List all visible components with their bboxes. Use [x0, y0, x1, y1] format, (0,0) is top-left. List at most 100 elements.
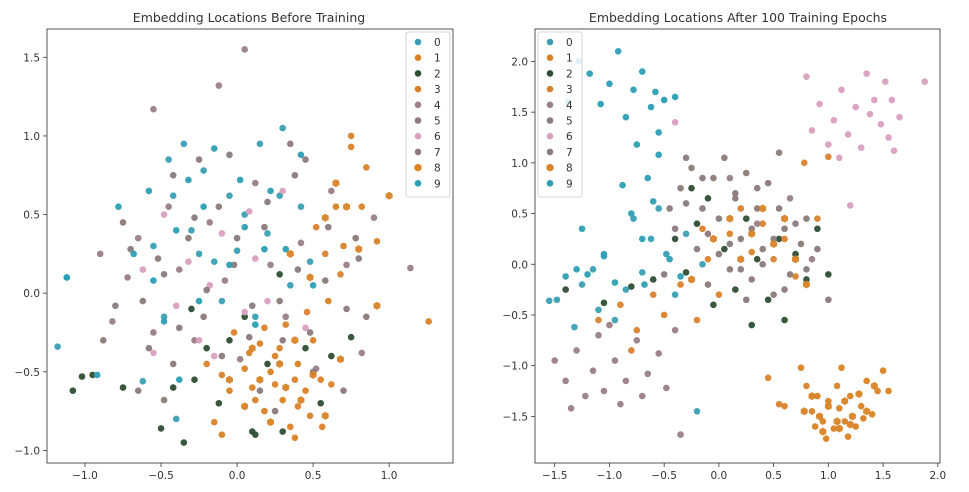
scatter-point-series-2	[252, 431, 259, 438]
scatter-point-series-9	[309, 282, 317, 289]
legend-label: 4	[566, 100, 573, 112]
scatter-point-series-4	[551, 357, 559, 364]
scatter-point-series-8	[297, 396, 305, 405]
scatter-point-series-5	[215, 203, 223, 210]
scatter-point-series-0	[553, 296, 561, 304]
scatter-point-series-3	[358, 203, 366, 210]
scatter-point-series-1	[808, 407, 816, 415]
legend-label: 7	[434, 147, 441, 159]
scatter-point-series-1	[830, 425, 838, 432]
scatter-point-series-8	[226, 375, 233, 384]
scatter-point-series-4	[206, 219, 214, 226]
scatter-point-series-6	[195, 337, 203, 344]
scatter-point-series-4	[753, 220, 761, 227]
scatter-point-series-2	[693, 220, 701, 227]
scatter-point-series-4	[786, 195, 794, 202]
scatter-point-series-5	[340, 387, 347, 394]
scatter-point-series-0	[150, 242, 157, 250]
scatter-point-series-3	[230, 329, 238, 336]
scatter-point-series-9	[93, 371, 101, 379]
scatter-point-series-6	[888, 96, 896, 104]
legend-marker	[546, 163, 554, 172]
x-tick-label: −0.5	[148, 470, 174, 482]
y-tick-label: −1.0	[15, 445, 41, 457]
scatter-point-series-6	[866, 110, 874, 118]
scatter-point-series-2	[748, 321, 756, 329]
scatter-point-series-1	[347, 132, 355, 140]
scatter-point-series-4	[617, 400, 624, 408]
scatter-point-series-8	[737, 255, 745, 264]
left-scatter-plot: Embedding Locations Before Training −1.0…	[15, 10, 454, 482]
scatter-point-series-9	[195, 297, 203, 305]
scatter-point-series-3	[660, 311, 668, 319]
y-tick-label: 1.0	[511, 158, 528, 170]
scatter-point-series-9	[172, 226, 180, 234]
scatter-point-series-7	[748, 225, 756, 233]
scatter-point-series-4	[663, 384, 670, 392]
scatter-point-series-8	[267, 418, 274, 427]
scatter-point-series-7	[191, 214, 198, 221]
legend-label: 0	[566, 37, 573, 49]
legend-label: 9	[566, 178, 573, 190]
scatter-point-series-6	[852, 103, 860, 111]
scatter-point-series-8	[819, 427, 827, 436]
x-tick-label: 0.5	[765, 470, 782, 482]
scatter-point-series-2	[119, 384, 127, 391]
legend-marker	[546, 101, 554, 109]
scatter-point-series-8	[726, 214, 734, 223]
scatter-point-series-3	[764, 374, 772, 382]
scatter-point-series-5	[195, 156, 203, 163]
scatter-point-series-1	[248, 384, 256, 391]
legend-label: 2	[566, 68, 573, 80]
scatter-point-series-9	[573, 266, 580, 273]
scatter-point-series-8	[688, 275, 695, 284]
scatter-point-series-7	[732, 195, 739, 202]
scatter-point-series-3	[800, 159, 808, 167]
scatter-point-series-4	[611, 357, 619, 364]
scatter-point-series-2	[226, 337, 233, 344]
scatter-point-series-3	[328, 381, 335, 388]
scatter-point-series-6	[671, 118, 679, 126]
scatter-point-series-2	[688, 184, 695, 192]
scatter-point-series-6	[139, 266, 147, 273]
scatter-point-series-6	[172, 302, 180, 310]
scatter-point-series-9	[638, 235, 646, 243]
scatter-point-series-8	[781, 214, 788, 223]
scatter-point-series-9	[614, 48, 622, 55]
scatter-point-series-0	[578, 281, 586, 288]
plot-frame	[46, 28, 454, 464]
scatter-point-series-9	[578, 225, 586, 233]
legend-marker	[414, 70, 422, 77]
scatter-point-series-4	[671, 326, 679, 334]
scatter-point-series-2	[781, 316, 788, 324]
scatter-point-series-1	[819, 418, 827, 425]
x-tick-label: 0.5	[305, 470, 322, 482]
scatter-point-series-3	[748, 248, 756, 256]
legend-label: 6	[566, 131, 573, 143]
scatter-point-series-7	[226, 151, 233, 159]
scatter-point-series-9	[200, 203, 207, 210]
scatter-point-series-8	[816, 412, 824, 421]
scatter-point-series-3	[218, 371, 226, 379]
scatter-point-series-7	[264, 198, 271, 206]
scatter-point-series-3	[649, 291, 657, 298]
scatter-point-series-5	[160, 396, 168, 404]
scatter-point-series-2	[78, 373, 86, 380]
left-plot-title: Embedding Locations Before Training	[133, 10, 365, 25]
scatter-point-series-7	[770, 235, 777, 243]
scatter-point-series-0	[630, 215, 637, 222]
scatter-point-series-2	[180, 439, 188, 446]
scatter-point-series-3	[261, 324, 268, 332]
scatter-point-series-9	[236, 176, 244, 184]
scatter-point-series-8	[282, 383, 290, 392]
scatter-point-series-9	[660, 96, 668, 104]
scatter-point-series-9	[622, 113, 630, 121]
scatter-point-series-2	[317, 399, 325, 407]
y-tick-label: 0.5	[511, 209, 528, 221]
scatter-point-series-6	[881, 78, 889, 86]
scatter-point-series-3	[737, 205, 745, 212]
scatter-point-series-0	[279, 124, 286, 132]
scatter-point-series-9	[261, 245, 268, 253]
scatter-point-series-1	[833, 382, 841, 390]
scatter-point-series-7	[814, 245, 821, 253]
